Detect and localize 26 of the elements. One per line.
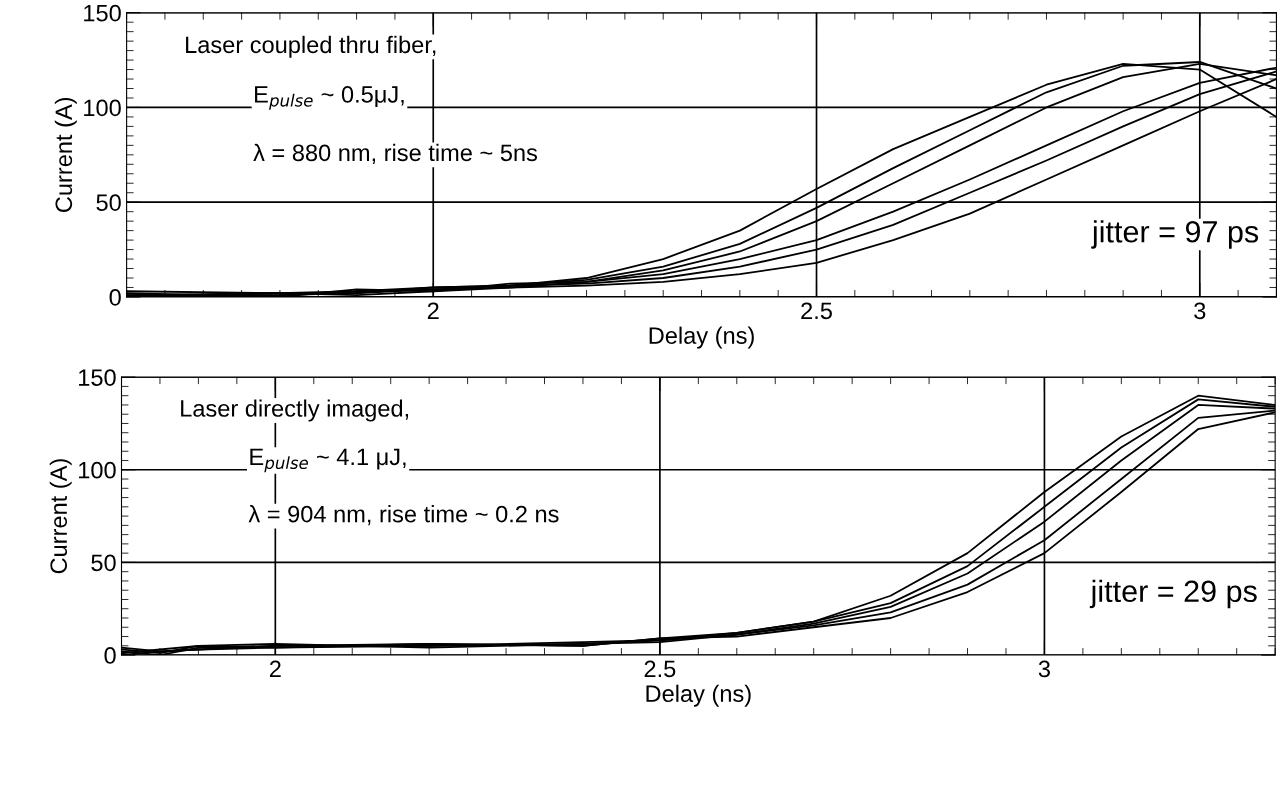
x-tick-label: 3	[1038, 660, 1050, 678]
annotation: Laser coupled thru fiber,	[186, 35, 436, 58]
x-axis-title: Delay (ns)	[649, 326, 754, 349]
y-axis-title: Current (A)	[49, 459, 72, 574]
y-tick-label: 150	[79, 369, 116, 386]
x-tick-label: 2.5	[801, 302, 832, 320]
annotation: Laser directly imaged,	[181, 399, 409, 422]
x-tick-label: 2.5	[644, 660, 676, 678]
annotation: E$_{pulse}$ ~ 4.1 μJ,	[250, 448, 406, 473]
x-tick-label: 3	[1194, 302, 1206, 320]
y-tick-label: 50	[91, 554, 116, 572]
y-axis-title: Current (A)	[54, 97, 77, 213]
x-axis-title: Delay (ns)	[646, 684, 751, 707]
y-tick-label: 0	[109, 289, 121, 306]
x-tick-label: 2	[427, 302, 439, 319]
annotation: E$_{pulse}$ ~ 0.5μJ,	[255, 86, 404, 110]
y-tick-label: 150	[84, 4, 121, 22]
annotation: jitter = 29 ps	[1089, 579, 1257, 609]
y-tick-label: 100	[84, 99, 121, 117]
annotation: λ = 904 nm, rise time ~ 0.2 ns	[248, 505, 559, 526]
y-tick-label: 50	[96, 194, 121, 211]
annotation: jitter = 97 ps	[1091, 220, 1259, 249]
annotation: λ = 880 nm, rise time ~ 5ns	[253, 143, 538, 164]
y-tick-label: 0	[104, 647, 116, 664]
y-tick-label: 100	[79, 461, 116, 479]
x-tick-label: 2	[269, 660, 281, 678]
